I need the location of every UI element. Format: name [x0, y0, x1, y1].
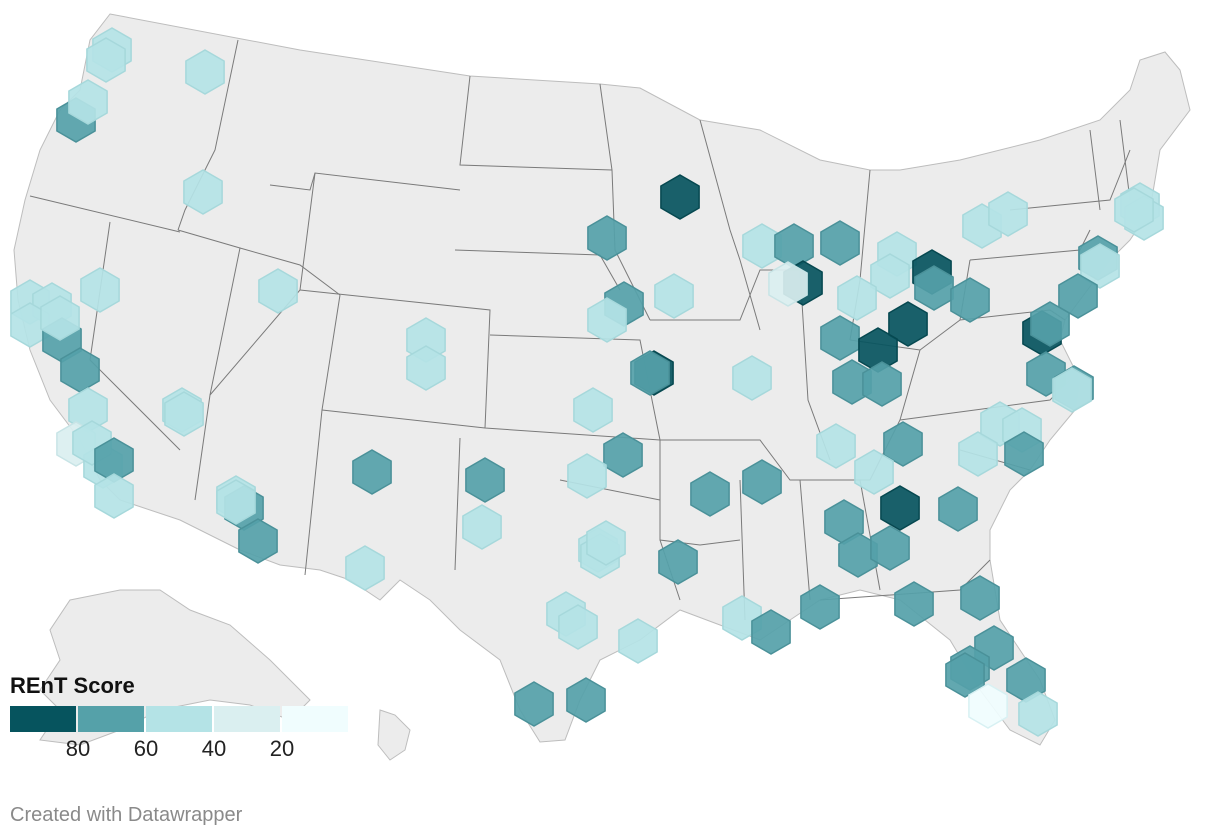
location-hexagon[interactable]	[40, 295, 80, 341]
location-hexagon[interactable]	[514, 681, 554, 727]
border-line	[599, 83, 651, 321]
location-hexagon[interactable]	[816, 423, 856, 469]
legend-tick-label: 60	[133, 736, 159, 761]
location-hexagon[interactable]	[185, 49, 225, 95]
location-hexagon[interactable]	[587, 297, 627, 343]
location-hexagon[interactable]	[862, 361, 902, 407]
location-hexagon[interactable]	[345, 545, 385, 591]
location-hexagon[interactable]	[258, 268, 298, 314]
border-line	[799, 479, 811, 601]
location-hexagon[interactable]	[1018, 691, 1058, 737]
location-hexagon[interactable]	[968, 683, 1008, 729]
location-hexagon[interactable]	[80, 267, 120, 313]
location-hexagon[interactable]	[914, 265, 954, 311]
location-hexagon[interactable]	[567, 453, 607, 499]
location-hexagon[interactable]	[573, 387, 613, 433]
location-hexagon[interactable]	[1004, 431, 1044, 477]
location-hexagon[interactable]	[164, 391, 204, 437]
location-hexagon[interactable]	[938, 486, 978, 532]
location-hexagon[interactable]	[732, 355, 772, 401]
location-hexagon[interactable]	[958, 431, 998, 477]
location-hexagon[interactable]	[558, 604, 598, 650]
location-hexagon[interactable]	[950, 277, 990, 323]
location-hexagon[interactable]	[870, 525, 910, 571]
location-hexagon[interactable]	[94, 473, 134, 519]
border-line	[321, 409, 661, 441]
location-hexagon[interactable]	[894, 581, 934, 627]
location-hexagon[interactable]	[586, 520, 626, 566]
location-hexagon[interactable]	[690, 471, 730, 517]
legend-swatch	[214, 706, 280, 732]
border-line	[299, 289, 491, 429]
legend-swatch	[282, 706, 348, 732]
border-line	[269, 172, 461, 191]
location-hexagon[interactable]	[406, 345, 446, 391]
location-hexagon[interactable]	[86, 37, 126, 83]
border-line	[239, 247, 341, 296]
border-line	[459, 75, 613, 171]
legend-tick-label: 40	[201, 736, 227, 761]
location-hexagon[interactable]	[1080, 243, 1120, 289]
legend-color-bar	[10, 706, 350, 732]
location-hexagon[interactable]	[800, 584, 840, 630]
location-hexagon[interactable]	[870, 253, 910, 299]
border-line	[489, 334, 661, 441]
border-line	[454, 437, 461, 571]
location-hexagon[interactable]	[820, 220, 860, 266]
location-hexagon[interactable]	[854, 449, 894, 495]
location-hexagon[interactable]	[1030, 301, 1070, 347]
legend-tick-label: 80	[65, 736, 91, 761]
location-hexagon[interactable]	[238, 518, 278, 564]
credit-line: Created with Datawrapper	[10, 804, 243, 826]
location-hexagon[interactable]	[751, 609, 791, 655]
border-line	[1009, 149, 1131, 211]
location-hexagon[interactable]	[768, 261, 808, 307]
legend: REnT Score 80 60 40 20	[10, 674, 350, 762]
legend-swatch	[78, 706, 144, 732]
location-hexagon[interactable]	[352, 449, 392, 495]
legend-swatch	[146, 706, 212, 732]
location-hexagon[interactable]	[1058, 273, 1098, 319]
border-line	[859, 479, 881, 591]
location-hexagon[interactable]	[1052, 367, 1092, 413]
location-hexagon[interactable]	[1114, 187, 1154, 233]
location-hexagon[interactable]	[618, 618, 658, 664]
location-hexagon[interactable]	[837, 275, 877, 321]
legend-ticks: 80 60 40 20	[10, 732, 350, 762]
location-hexagon[interactable]	[883, 421, 923, 467]
location-hexagon[interactable]	[216, 479, 256, 525]
location-hexagon[interactable]	[630, 350, 670, 396]
location-hexagon[interactable]	[587, 215, 627, 261]
hawaii-land	[377, 709, 411, 761]
border-line	[819, 559, 991, 601]
location-hexagon[interactable]	[960, 575, 1000, 621]
border-line	[29, 195, 181, 233]
legend-tick-label: 20	[269, 736, 295, 761]
location-hexagon[interactable]	[462, 504, 502, 550]
location-hexagon[interactable]	[183, 169, 223, 215]
location-hexagon[interactable]	[658, 539, 698, 585]
location-hexagon[interactable]	[68, 79, 108, 125]
location-hexagon[interactable]	[742, 459, 782, 505]
border-line	[660, 439, 870, 481]
location-hexagon[interactable]	[603, 432, 643, 478]
location-hexagon[interactable]	[654, 273, 694, 319]
location-hexagon[interactable]	[880, 485, 920, 531]
location-hexagon[interactable]	[988, 191, 1028, 237]
location-hexagon[interactable]	[945, 652, 985, 698]
location-hexagon[interactable]	[660, 174, 700, 220]
location-hexagon[interactable]	[465, 457, 505, 503]
border-line	[1089, 129, 1101, 211]
legend-swatch	[10, 706, 76, 732]
hexagon-layer	[10, 27, 1164, 737]
location-hexagon[interactable]	[820, 315, 860, 361]
location-hexagon[interactable]	[888, 301, 928, 347]
border-line	[1119, 119, 1131, 201]
legend-title: REnT Score	[10, 673, 135, 698]
border-line	[194, 172, 316, 501]
location-hexagon[interactable]	[566, 677, 606, 723]
